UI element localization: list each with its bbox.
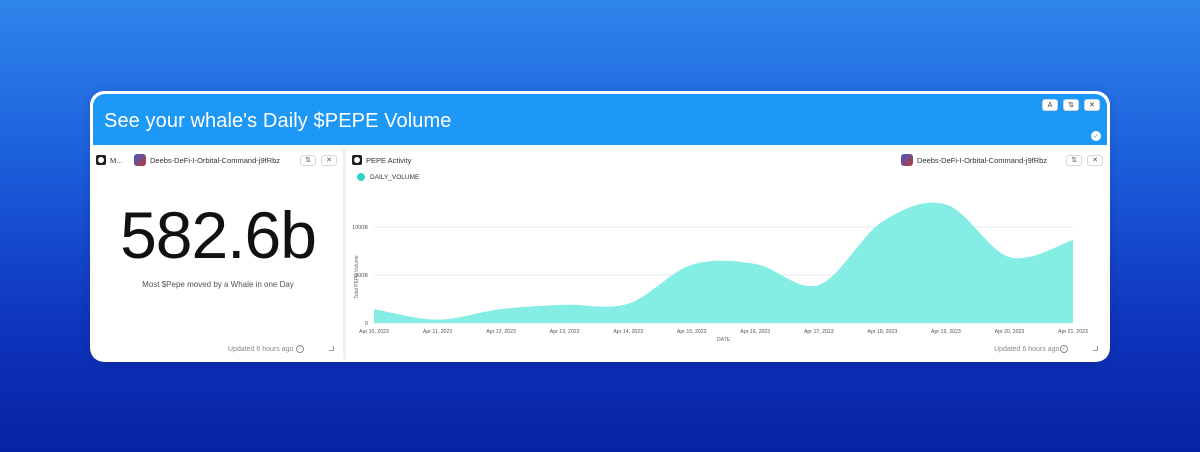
x-tick-label: Apr 12, 2023	[486, 329, 516, 335]
legend-label[interactable]: DAILY_VOLUME	[370, 174, 420, 181]
owner-name[interactable]: Deebs-DeFi-I-Orbital-Command-j9fRbz	[917, 156, 1048, 165]
x-tick-label: Apr 16, 2023	[740, 329, 770, 335]
close-button[interactable]: ✕	[321, 155, 337, 166]
y-axis-label: Total PEPE Volume	[354, 255, 360, 299]
resize-icon[interactable]	[1093, 346, 1098, 351]
x-tick-label: Apr 18, 2023	[868, 329, 898, 335]
check-icon: ✓	[1060, 345, 1068, 353]
updated-text: Updated 6 hours ago	[228, 346, 294, 353]
x-tick-label: Apr 10, 2023	[359, 329, 389, 335]
x-tick-label: Apr 20, 2023	[995, 329, 1025, 335]
area-series-fill	[374, 203, 1073, 323]
x-axis-label: DATE	[717, 337, 731, 343]
y-tick-label: 500B	[355, 273, 368, 279]
area-chart: 0 500B 1000B Apr 10, 2023 Apr 11, 2023 Apr 12…	[352, 202, 1088, 343]
y-tick-label: 1000B	[352, 225, 368, 231]
resize-icon[interactable]	[329, 346, 334, 351]
panel-title: M...	[110, 156, 123, 165]
updated-text: Updated 6 hours ago	[994, 346, 1060, 353]
dashboard: See your whale's Daily $PEPE Volume A ⇅ …	[90, 91, 1110, 362]
x-tick-label: Apr 19, 2023	[931, 329, 961, 335]
big-number-caption: Most $Pepe moved by a Whale in one Day	[142, 280, 294, 289]
big-number-panel: M... Deebs-DeFi-I-Orbital-Command-j9fRbz…	[93, 148, 343, 359]
x-tick-label: Apr 13, 2023	[550, 329, 580, 335]
x-tick-label: Apr 21, 2023	[1058, 329, 1088, 335]
legend-swatch	[357, 173, 365, 181]
owner-avatar	[134, 154, 146, 166]
x-tick-label: Apr 11, 2023	[423, 329, 452, 335]
x-tick-label: Apr 17, 2023	[804, 329, 834, 335]
check-icon: ✓	[296, 345, 304, 353]
owner-name[interactable]: Deebs-DeFi-I-Orbital-Command-j9fRbz	[150, 156, 281, 165]
tile-icon	[352, 155, 362, 165]
chart-panel: PEPE Activity Deebs-DeFi-I-Orbital-Comma…	[346, 148, 1107, 359]
text-format-button[interactable]: A	[1042, 99, 1058, 111]
area-series-line	[373, 202, 1074, 321]
header-banner: See your whale's Daily $PEPE Volume A ⇅ …	[93, 94, 1107, 145]
panel-divider	[343, 148, 346, 359]
resize-corner-icon[interactable]: ✓	[1091, 131, 1101, 141]
dashboard-title: See your whale's Daily $PEPE Volume	[104, 110, 452, 132]
close-button[interactable]: ✕	[1084, 99, 1100, 111]
y-tick-label: 0	[365, 321, 368, 327]
panel-title: PEPE Activity	[366, 156, 412, 165]
expand-button[interactable]: ⇅	[300, 155, 316, 166]
big-number-value: 582.6b	[120, 198, 317, 272]
close-button[interactable]: ✕	[1087, 155, 1103, 166]
owner-avatar	[901, 154, 913, 166]
x-tick-label: Apr 14, 2023	[613, 329, 643, 335]
expand-button[interactable]: ⇅	[1063, 99, 1079, 111]
x-tick-label: Apr 15, 2023	[677, 329, 707, 335]
tile-icon	[96, 155, 106, 165]
expand-button[interactable]: ⇅	[1066, 155, 1082, 166]
